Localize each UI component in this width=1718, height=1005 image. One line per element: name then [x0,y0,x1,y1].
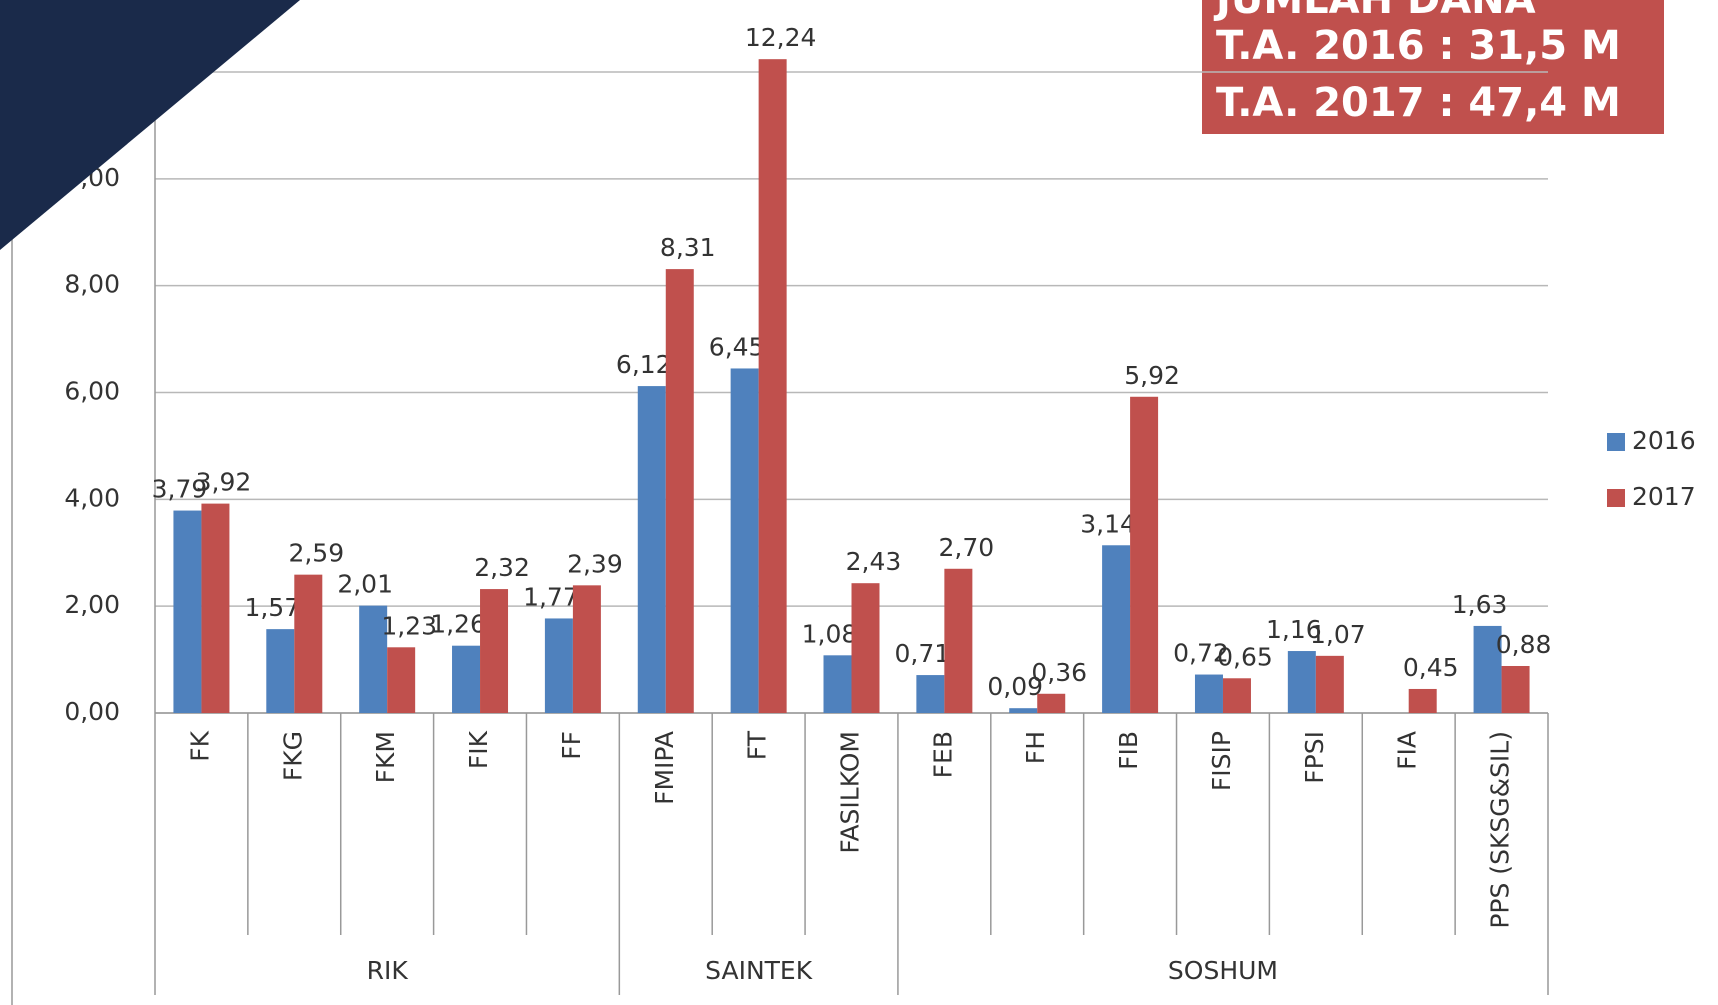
bar [1288,651,1316,713]
value-label: 1,26 [430,610,486,639]
value-label: 0,65 [1217,642,1273,671]
y-tick-label: 8,00 [64,270,120,299]
bar [266,629,294,713]
bar [759,59,787,713]
value-label: 1,07 [1310,620,1366,649]
x-tick-label: FPSI [1300,731,1329,784]
value-label: 2,59 [288,539,344,568]
y-tick-label: 6,00 [64,377,120,406]
summary-line: T.A. 2016 : 31,5 M [1216,23,1621,69]
legend-swatch [1607,489,1625,507]
x-tick-label: FKM [371,731,400,783]
bar [452,646,480,713]
bar [1009,708,1037,713]
value-label: 6,12 [616,350,672,379]
bar [480,589,508,713]
bar [387,647,415,713]
value-label: 0,71 [895,639,951,668]
bar [666,269,694,713]
bar [1502,666,1530,713]
value-label: 3,92 [196,468,252,497]
bar [1223,678,1251,713]
y-tick-label: 2,00 [64,590,120,619]
legend-label: 2017 [1632,482,1696,511]
value-label: 2,32 [474,553,530,582]
value-label: 6,45 [709,332,765,361]
summary-line: T.A. 2017 : 47,4 M [1216,80,1621,126]
chart: JUMLAH DANA T.A. 2016 : 31,5 M T.A. 2017… [0,0,1718,1005]
value-label: 2,70 [939,533,995,562]
x-tick-label: FISIP [1207,731,1236,791]
group-label: RIK [367,956,409,985]
bar [573,585,601,713]
value-label: 12,24 [745,23,817,52]
value-label: 1,77 [523,582,579,611]
bar [1195,675,1223,713]
bar [201,504,229,713]
bar [1130,397,1158,713]
value-label: 2,43 [846,547,902,576]
value-label: 8,31 [660,233,716,262]
x-tick-label: FIA [1393,731,1422,770]
summary-heading: JUMLAH DANA [1213,0,1536,23]
bar [731,368,759,713]
bar [1037,694,1065,713]
bar [852,583,880,713]
value-label: 0,45 [1403,653,1459,682]
x-tick-label: PPS (SKSG&SIL) [1486,731,1515,929]
bar [1316,656,1344,713]
bar [545,618,573,713]
value-label: 1,08 [802,619,858,648]
x-tick-label: FMIPA [650,731,679,805]
value-label: 0,36 [1031,658,1087,687]
group-label: SAINTEK [705,956,813,985]
bar [1409,689,1437,713]
bar [944,569,972,713]
value-label: 3,14 [1080,509,1136,538]
bar [824,655,852,713]
value-label: 2,01 [337,570,393,599]
value-label: 1,57 [244,593,300,622]
x-tick-label: FIB [1114,731,1143,770]
x-tick-label: FASILKOM [836,731,865,854]
group-label: SOSHUM [1168,956,1278,985]
value-label: 1,23 [381,611,437,640]
x-tick-label: FH [1021,731,1050,764]
bar [638,386,666,713]
y-tick-label: 4,00 [64,483,120,512]
x-tick-label: FEB [928,731,957,778]
bar [1102,545,1130,713]
value-label: 2,39 [567,549,623,578]
bar [173,511,201,713]
x-tick-label: FF [557,731,586,760]
legend-label: 2016 [1632,426,1696,455]
corner-banner [0,0,300,250]
value-label: 1,63 [1452,590,1508,619]
legend-swatch [1607,433,1625,451]
summary-box: JUMLAH DANA T.A. 2016 : 31,5 M T.A. 2017… [1202,0,1664,134]
x-tick-label: FT [743,730,772,760]
bar [916,675,944,713]
y-tick-label: 0,00 [64,697,120,726]
bar [294,575,322,713]
x-tick-label: FK [185,730,214,761]
value-label: 5,92 [1124,361,1180,390]
x-tick-label: FKG [278,731,307,781]
value-label: 0,88 [1496,630,1552,659]
x-tick-label: FIK [464,730,493,769]
